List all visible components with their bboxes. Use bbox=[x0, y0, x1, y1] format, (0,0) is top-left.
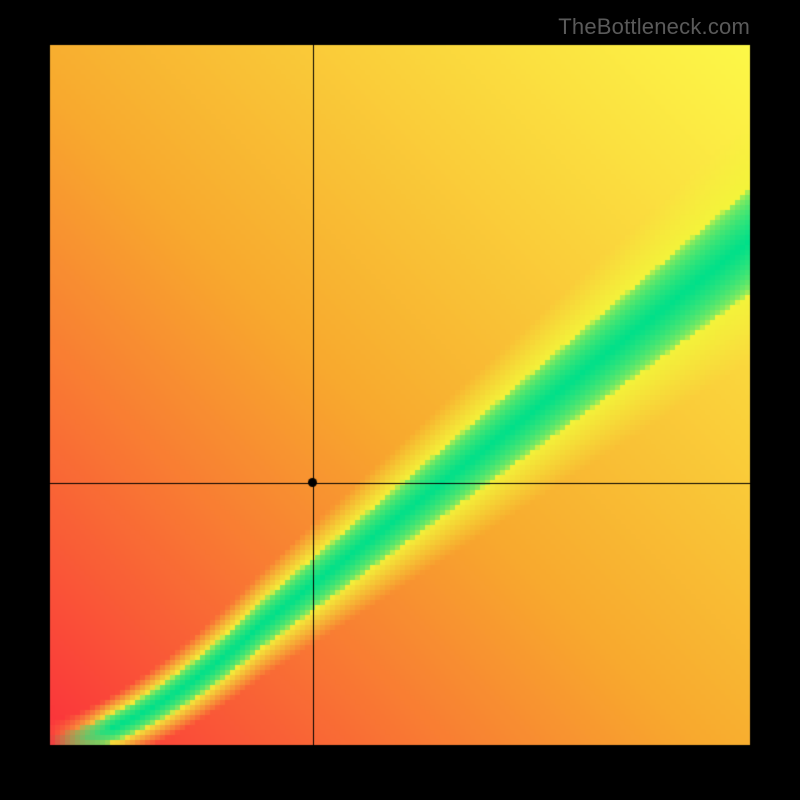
chart-container: TheBottleneck.com bbox=[0, 0, 800, 800]
heatmap-canvas bbox=[0, 0, 800, 800]
watermark-text: TheBottleneck.com bbox=[558, 14, 750, 40]
